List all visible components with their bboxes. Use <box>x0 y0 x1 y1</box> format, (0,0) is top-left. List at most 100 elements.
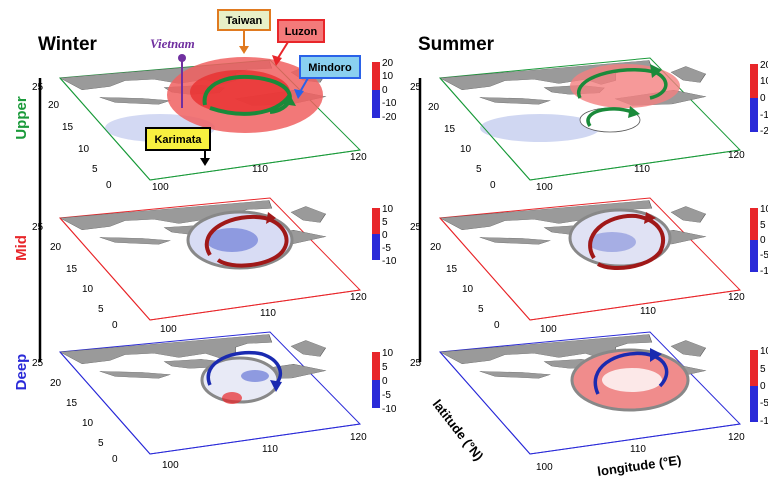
svg-text:0: 0 <box>382 230 388 241</box>
svg-text:0: 0 <box>382 376 388 387</box>
ticks-winter-deep: 25 20 15 10 5 0 100 110 120 <box>32 358 367 471</box>
svg-text:20: 20 <box>428 102 440 113</box>
svg-text:10: 10 <box>760 204 768 215</box>
svg-text:5: 5 <box>476 164 482 175</box>
svg-text:25: 25 <box>32 222 44 233</box>
svg-text:-20: -20 <box>760 126 768 137</box>
svg-text:10: 10 <box>82 284 94 295</box>
ticks-summer-deep: 25 100 110 120 <box>410 358 745 473</box>
svg-text:20: 20 <box>48 100 60 111</box>
callout-karimata: Karimata <box>145 127 211 166</box>
svg-text:-20: -20 <box>382 112 397 123</box>
callout-luzon: Luzon <box>272 19 325 66</box>
svg-text:10: 10 <box>78 144 90 155</box>
colorbar-summer-deep: 10 5 0 -5 -10 <box>750 346 768 427</box>
svg-text:120: 120 <box>728 292 745 303</box>
season-title-summer: Summer <box>418 34 495 55</box>
svg-text:15: 15 <box>444 124 456 135</box>
svg-text:-10: -10 <box>382 256 397 267</box>
svg-text:10: 10 <box>460 144 472 155</box>
svg-text:20: 20 <box>50 242 62 253</box>
svg-text:-5: -5 <box>760 398 768 409</box>
panel-winter-upper <box>58 56 362 181</box>
svg-text:10: 10 <box>382 204 394 215</box>
colorbar-winter-mid: 10 5 0 -5 -10 <box>372 204 397 267</box>
svg-text:110: 110 <box>252 164 268 175</box>
svg-text:Vietnam: Vietnam <box>150 36 195 51</box>
svg-text:0: 0 <box>112 320 118 331</box>
svg-text:5: 5 <box>98 438 104 449</box>
panel-winter-deep <box>58 330 362 455</box>
svg-text:100: 100 <box>540 324 557 335</box>
svg-text:10: 10 <box>760 76 768 87</box>
svg-text:20: 20 <box>50 378 62 389</box>
svg-text:0: 0 <box>112 454 118 465</box>
svg-text:Mindoro: Mindoro <box>308 62 352 74</box>
svg-text:110: 110 <box>260 308 276 319</box>
svg-text:5: 5 <box>478 304 484 315</box>
panel-summer-deep <box>438 330 742 455</box>
svg-text:0: 0 <box>382 85 388 96</box>
svg-text:Luzon: Luzon <box>285 26 318 38</box>
colorbar-winter-upper: 20 10 0 -10 -20 <box>372 58 397 123</box>
ticks-winter-mid: 25 20 15 10 5 0 100 110 120 <box>32 222 367 335</box>
svg-text:120: 120 <box>350 292 367 303</box>
svg-text:-10: -10 <box>760 266 768 277</box>
svg-text:0: 0 <box>760 93 766 104</box>
svg-text:100: 100 <box>162 460 179 471</box>
svg-text:15: 15 <box>66 398 78 409</box>
svg-text:20: 20 <box>760 60 768 71</box>
svg-text:10: 10 <box>382 348 394 359</box>
longitude-label: longitude (°E) <box>596 452 682 479</box>
svg-text:120: 120 <box>728 432 745 443</box>
callout-taiwan: Taiwan <box>217 9 271 54</box>
svg-text:25: 25 <box>32 82 44 93</box>
svg-text:Karimata: Karimata <box>154 134 202 146</box>
svg-text:-5: -5 <box>382 243 391 254</box>
svg-text:-5: -5 <box>382 390 391 401</box>
svg-text:15: 15 <box>66 264 78 275</box>
svg-text:20: 20 <box>382 58 394 69</box>
svg-text:100: 100 <box>160 324 177 335</box>
callout-vietnam: Vietnam <box>150 36 195 108</box>
ticks-summer-upper: 25 20 15 10 5 0 100 110 120 <box>410 82 745 193</box>
svg-text:0: 0 <box>760 381 766 392</box>
svg-text:5: 5 <box>382 362 388 373</box>
svg-text:-10: -10 <box>760 110 768 121</box>
layer-label-upper: Upper <box>13 96 30 140</box>
svg-text:10: 10 <box>760 346 768 357</box>
svg-text:110: 110 <box>640 306 656 317</box>
latitude-label: latitude (°N) <box>430 397 487 464</box>
panel-summer-mid <box>438 196 742 321</box>
svg-text:100: 100 <box>536 182 553 193</box>
svg-text:-10: -10 <box>760 416 768 427</box>
svg-text:120: 120 <box>728 150 745 161</box>
svg-text:120: 120 <box>350 432 367 443</box>
ticks-summer-mid: 25 20 15 10 5 0 100 110 120 <box>410 222 745 335</box>
svg-text:100: 100 <box>152 182 169 193</box>
svg-text:5: 5 <box>98 304 104 315</box>
ticks-winter-upper: 25 20 15 10 5 0 100 110 120 <box>32 82 367 193</box>
svg-text:20: 20 <box>430 242 442 253</box>
svg-text:0: 0 <box>490 180 496 191</box>
svg-text:Taiwan: Taiwan <box>226 15 263 27</box>
svg-text:25: 25 <box>410 358 422 369</box>
svg-text:0: 0 <box>106 180 112 191</box>
svg-text:5: 5 <box>382 217 388 228</box>
colorbar-winter-deep: 10 5 0 -5 -10 <box>372 348 397 415</box>
svg-text:100: 100 <box>536 462 553 473</box>
svg-text:10: 10 <box>382 71 394 82</box>
svg-text:-10: -10 <box>382 404 397 415</box>
colorbar-summer-mid: 10 5 0 -5 -10 <box>750 204 768 277</box>
svg-text:5: 5 <box>760 364 766 375</box>
panel-winter-mid <box>58 196 362 321</box>
svg-text:15: 15 <box>446 264 458 275</box>
svg-text:-10: -10 <box>382 98 397 109</box>
callout-mindoro: Mindoro <box>294 55 361 99</box>
svg-text:15: 15 <box>62 122 74 133</box>
svg-text:25: 25 <box>410 222 422 233</box>
svg-text:-5: -5 <box>760 250 768 261</box>
svg-text:0: 0 <box>494 320 500 331</box>
svg-text:5: 5 <box>92 164 98 175</box>
